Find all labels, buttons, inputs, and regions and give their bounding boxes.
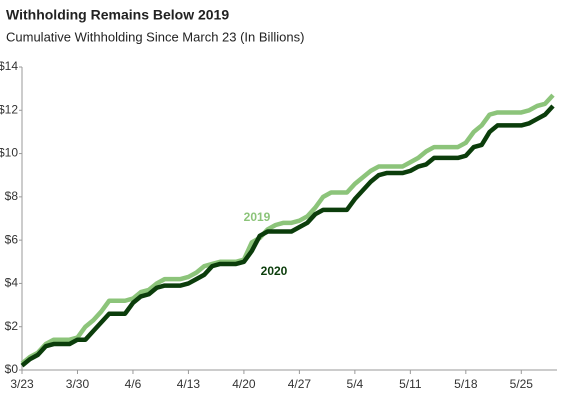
y-tick-label: $12: [0, 102, 18, 116]
x-tick-label: 5/11: [399, 377, 422, 391]
y-tick-label: $10: [0, 146, 18, 160]
series-line: [20, 104, 555, 368]
chart-subtitle: Cumulative Withholding Since March 23 (I…: [6, 29, 304, 44]
x-tick-label: 3/23: [10, 377, 34, 391]
x-tick-label: 4/27: [288, 377, 312, 391]
x-tick-label: 4/6: [125, 377, 142, 391]
y-tick-label: $0: [5, 362, 19, 376]
y-tick-label: $2: [5, 319, 19, 333]
y-tick-label: $6: [5, 232, 19, 246]
x-tick-label: 4/13: [177, 377, 201, 391]
y-tick-label: $14: [0, 59, 18, 73]
series-label: 2020: [261, 264, 288, 278]
x-tick-label: 4/20: [232, 377, 256, 391]
y-tick-label: $8: [5, 189, 19, 203]
series-label: 2019: [244, 210, 271, 224]
y-tick-label: $4: [5, 276, 19, 290]
x-tick-label: 5/25: [510, 377, 534, 391]
chart-title: Withholding Remains Below 2019: [6, 7, 229, 23]
series-line: [20, 93, 555, 366]
x-tick-label: 5/4: [347, 377, 364, 391]
x-tick-label: 5/18: [454, 377, 478, 391]
x-tick-label: 3/30: [66, 377, 90, 391]
